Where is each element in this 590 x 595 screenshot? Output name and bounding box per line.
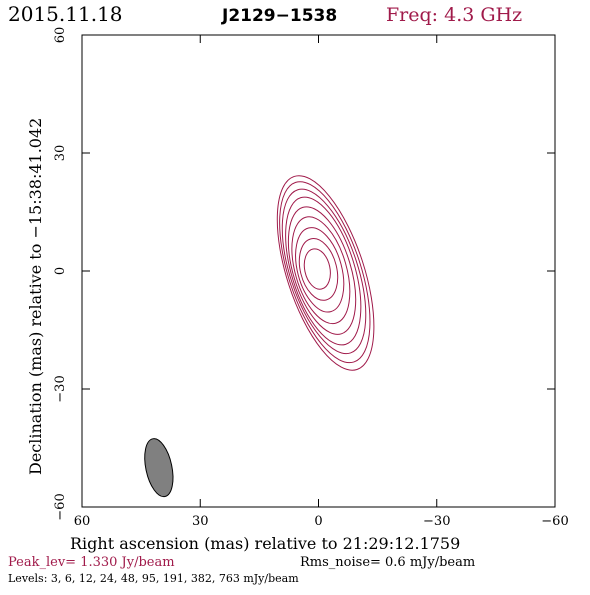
y-tick-label: 60	[53, 27, 68, 44]
x-tick-label: 0	[314, 514, 322, 529]
x-tick-label: −30	[423, 514, 450, 529]
y-tick-label: 0	[53, 267, 68, 275]
beam-ellipse	[144, 438, 174, 498]
plot-frame	[81, 34, 556, 508]
y-tick-label: 30	[53, 145, 68, 162]
x-axis-title: Right ascension (mas) relative to 21:29:…	[70, 534, 460, 553]
beam-ellipse-group	[144, 438, 174, 498]
y-tick-label: −30	[53, 375, 68, 402]
axis-ticks	[81, 34, 556, 508]
frequency-label: Freq: 4.3 GHz	[386, 4, 522, 26]
y-tick-label: −60	[53, 493, 68, 520]
contour-level-6	[285, 196, 362, 346]
contour-level-5	[287, 206, 357, 335]
x-tick-label: −60	[541, 514, 568, 529]
contour-level-7	[281, 188, 367, 355]
contour-level-2	[298, 238, 339, 301]
contour-level-4	[291, 216, 351, 325]
peak-level: Peak_lev= 1.330 Jy/beam	[8, 555, 175, 570]
contour-level-8	[279, 181, 371, 364]
contour-level-9	[276, 175, 375, 371]
y-axis-title: Declination (mas) relative to −15:38:41.…	[26, 118, 45, 475]
x-tick-label: 60	[74, 514, 91, 529]
source-name: J2129−1538	[221, 6, 337, 26]
rms-noise: Rms_noise= 0.6 mJy/beam	[300, 555, 475, 570]
observation-date: 2015.11.18	[8, 2, 123, 26]
axis-tick-labels: 60 30 0 −30 −60 −60 −30 0 30 60	[53, 27, 569, 529]
contour-lines	[276, 175, 375, 371]
contour-level-3	[295, 227, 345, 313]
contour-levels: Levels: 3, 6, 12, 24, 48, 95, 191, 382, …	[8, 572, 299, 585]
x-tick-label: 30	[192, 514, 209, 529]
contour-level-1	[303, 248, 331, 290]
